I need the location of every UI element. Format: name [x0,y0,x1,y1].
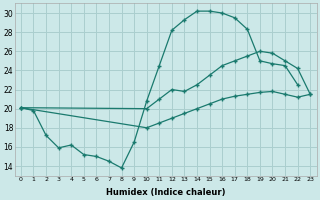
X-axis label: Humidex (Indice chaleur): Humidex (Indice chaleur) [106,188,225,197]
